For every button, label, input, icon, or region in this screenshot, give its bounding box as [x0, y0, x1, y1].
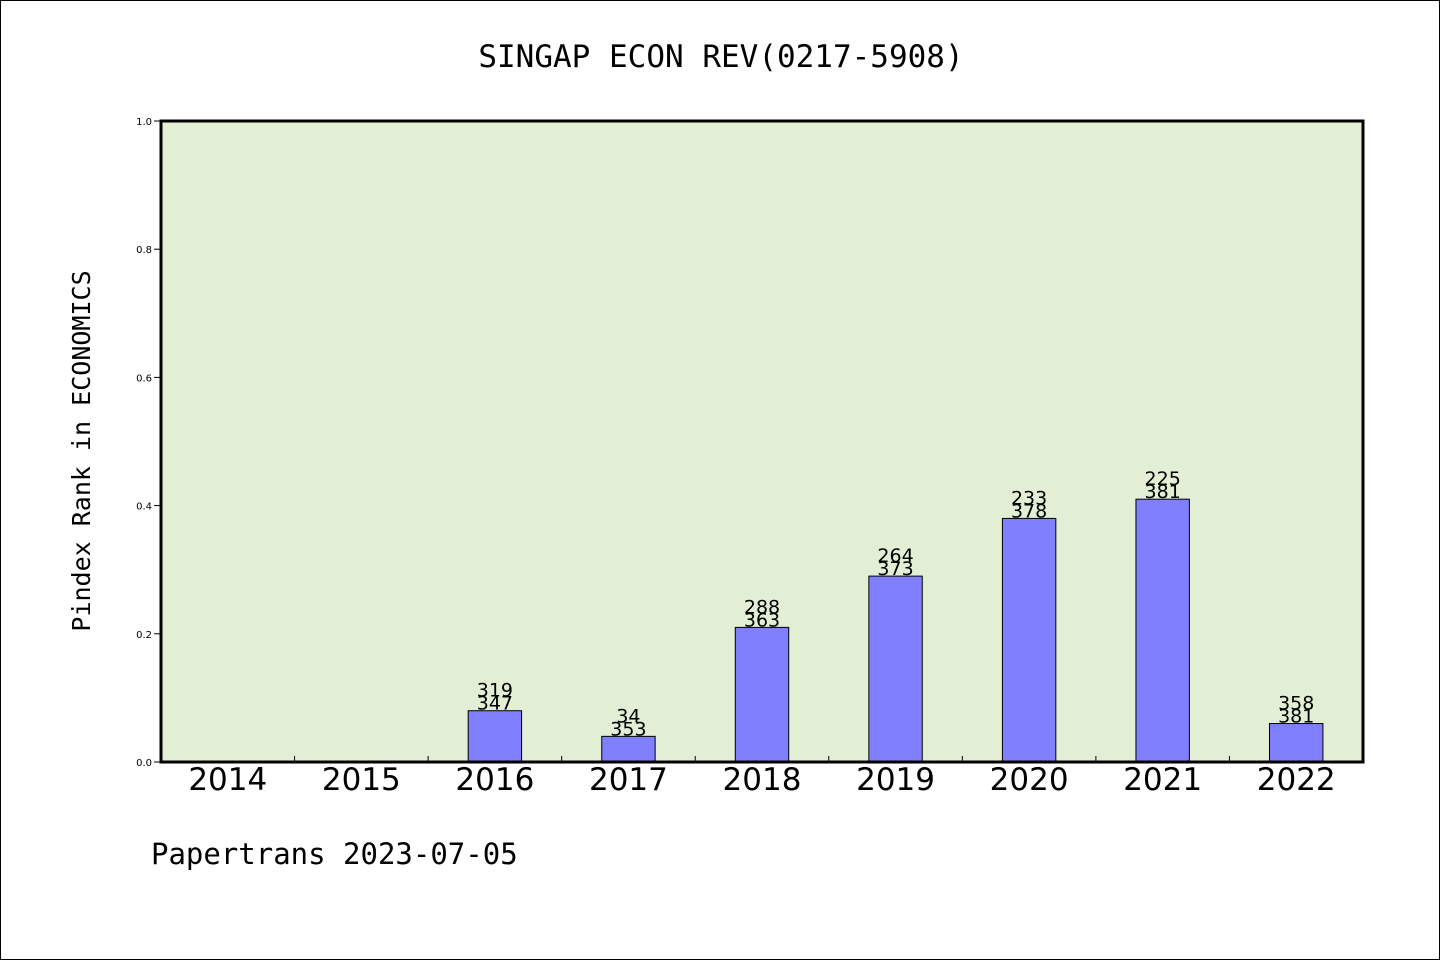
- bar-label-top: 358: [1278, 693, 1314, 715]
- bar-label-top: 319: [477, 680, 513, 702]
- chart-title: SINGAP ECON REV(0217-5908): [478, 39, 963, 75]
- bar-label-bottom: 353: [610, 718, 646, 740]
- x-tick-label: 2021: [1123, 762, 1202, 798]
- bar-label-top: 264: [877, 545, 913, 567]
- bar-label-top: 288: [744, 596, 780, 618]
- y-axis: 0.0 0.2 0.4 0.6 0.8 1.0: [136, 117, 161, 769]
- x-tick-label: 2019: [856, 762, 935, 798]
- y-tick-label: 1.0: [136, 117, 152, 128]
- x-tick-label: 2022: [1257, 762, 1336, 798]
- bar: [1001, 517, 1057, 763]
- bar-label-bottom: 363: [744, 609, 780, 631]
- bar: [1269, 723, 1324, 763]
- bar-labels-group: 3193473435328836326437323337822538135838…: [477, 468, 1315, 740]
- x-tick-label: 2018: [723, 762, 802, 798]
- bar-label-bottom: 373: [877, 558, 913, 580]
- bar-label-bottom: 378: [1011, 500, 1047, 522]
- bars-group: [467, 498, 1324, 763]
- y-tick-label: 0.0: [136, 758, 152, 769]
- x-tick-label: 2017: [589, 762, 668, 798]
- bar: [868, 575, 923, 763]
- bar-label-top: 34: [616, 705, 640, 727]
- y-tick-label: 0.4: [136, 502, 152, 513]
- bar: [734, 626, 790, 763]
- bar: [467, 710, 523, 763]
- x-tick-label: 2020: [990, 762, 1069, 798]
- bar-label-top: 233: [1011, 487, 1047, 509]
- y-axis-label: Pindex Rank in ECONOMICS: [67, 270, 96, 631]
- footer-text: Papertrans 2023-07-05: [151, 837, 518, 871]
- bar-label-bottom: 347: [477, 693, 513, 715]
- y-tick-label: 0.6: [136, 373, 152, 384]
- bar-label-bottom: 381: [1145, 481, 1181, 503]
- x-axis: 2014 2015 2016 2017 2018 2019 2020 2021 2022: [188, 756, 1336, 798]
- x-tick-label: 2014: [188, 762, 267, 798]
- bar: [1135, 498, 1190, 763]
- bar-label-bottom: 381: [1278, 706, 1314, 728]
- bar: [601, 735, 656, 763]
- y-tick-label: 0.8: [136, 245, 152, 256]
- x-tick-label: 2015: [322, 762, 401, 798]
- bar-label-top: 225: [1145, 468, 1181, 490]
- y-tick-label: 0.2: [136, 630, 152, 641]
- x-tick-label: 2016: [455, 762, 534, 798]
- plot-border: [159, 119, 1365, 764]
